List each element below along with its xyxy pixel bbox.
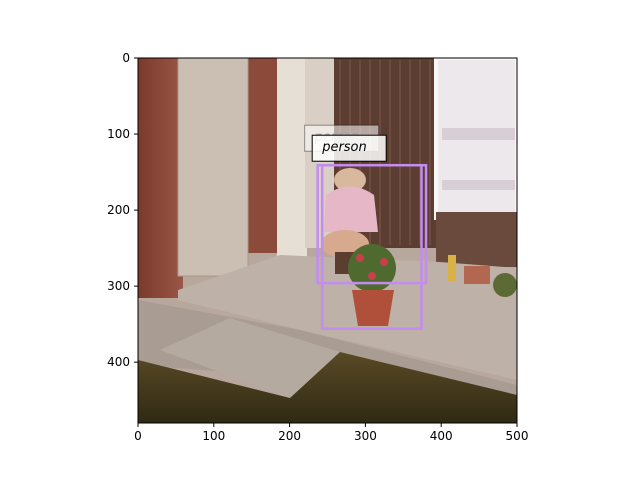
- y-axis: 0 100 200 300 400: [107, 51, 138, 369]
- porch-step: [178, 255, 517, 380]
- door: [177, 58, 249, 277]
- x-tick-label: 500: [506, 429, 529, 443]
- detection-box: [320, 163, 423, 330]
- x-tick-label: 200: [278, 429, 301, 443]
- x-tick-label: 400: [430, 429, 453, 443]
- photo: [138, 58, 517, 423]
- detection-label-box: [311, 134, 387, 162]
- brick-wall: [138, 58, 183, 298]
- y-tick-label: 200: [107, 203, 130, 217]
- detection-boxes: personperson: [304, 124, 428, 330]
- lawn: [138, 352, 517, 423]
- y-tick-label: 0: [122, 51, 130, 65]
- y-tick-label: 400: [107, 355, 130, 369]
- x-tick-label: 300: [354, 429, 377, 443]
- detection-label-text: person: [321, 140, 367, 155]
- x-axis: 0 100 200 300 400 500: [134, 423, 528, 443]
- y-tick-label: 300: [107, 279, 130, 293]
- x-tick-label: 100: [202, 429, 225, 443]
- x-tick-label: 0: [134, 429, 142, 443]
- detection-label: person: [311, 134, 387, 162]
- flower-pot: [348, 244, 396, 326]
- y-tick-label: 100: [107, 127, 130, 141]
